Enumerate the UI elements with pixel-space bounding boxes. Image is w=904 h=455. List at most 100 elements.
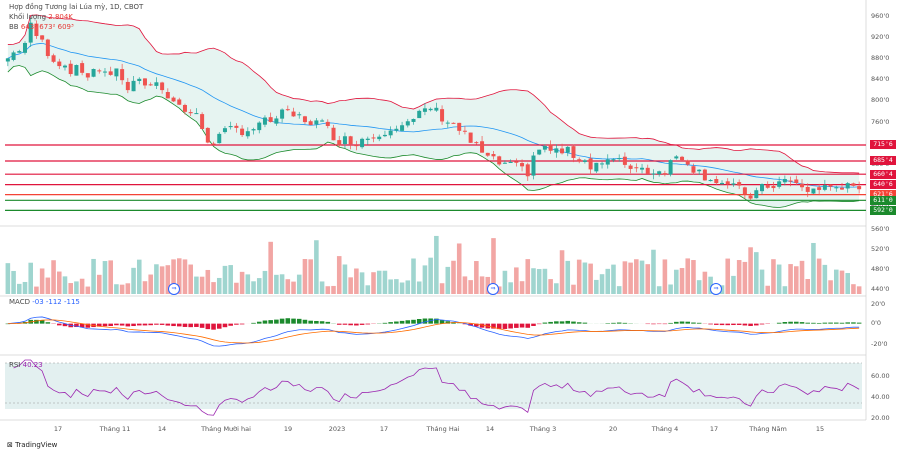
candle-body — [382, 134, 387, 137]
volume-bar — [62, 276, 68, 294]
volume-bar — [811, 242, 816, 294]
candle-body — [514, 161, 519, 163]
volume-bar — [496, 286, 502, 294]
macd-histogram-bar — [285, 318, 291, 324]
volume-bar — [845, 273, 851, 294]
candle-body — [502, 162, 507, 164]
volume-bar — [348, 277, 353, 294]
candle-body — [754, 190, 759, 199]
volume-bar — [211, 282, 216, 294]
candle-body — [725, 181, 730, 185]
candle-body — [851, 183, 856, 186]
macd-histogram-bar — [685, 321, 691, 324]
candle-body — [788, 180, 793, 182]
volume-bar — [136, 259, 142, 294]
volume-bar — [588, 263, 593, 294]
volume-bar — [182, 259, 188, 294]
candle-body — [691, 166, 696, 173]
candle-body — [817, 187, 822, 190]
volume-bar — [251, 281, 256, 294]
macd-histogram-bar — [799, 322, 805, 324]
candle-body — [337, 140, 342, 146]
macd-histogram-bar — [514, 323, 519, 328]
candle-body — [22, 42, 27, 53]
price-axis-label: 880'0 — [871, 54, 890, 63]
level-price-tag: 685'4 — [870, 156, 896, 166]
macd-histogram-bar — [222, 323, 228, 328]
macd-histogram-bar — [462, 323, 468, 325]
candle-body — [611, 159, 616, 161]
macd-histogram-bar — [525, 323, 531, 328]
candle-body — [314, 120, 319, 125]
macd-histogram-bar — [188, 323, 193, 328]
macd-histogram-bar — [554, 321, 559, 324]
candle-body — [205, 127, 210, 143]
candle-body — [771, 186, 776, 189]
volume-bar — [634, 259, 639, 294]
candle-body — [217, 133, 222, 144]
candle-body — [417, 110, 422, 119]
volume-bar — [445, 266, 451, 294]
candle-body — [777, 181, 782, 187]
event-marker-icon[interactable]: ⇒ — [487, 283, 499, 295]
macd-histogram-bar — [399, 320, 405, 324]
volume-bar — [782, 286, 788, 294]
macd-histogram-bar — [119, 323, 125, 326]
volume-bar — [302, 259, 308, 294]
macd-histogram-bar — [325, 321, 331, 324]
macd-histogram-bar — [394, 321, 399, 324]
volume-bar — [16, 283, 22, 294]
candle-body — [268, 117, 273, 122]
macd-histogram-bar — [74, 323, 79, 328]
candle-body — [222, 128, 227, 133]
candle-body — [428, 108, 433, 111]
volume-bar — [279, 274, 285, 294]
macd-histogram-bar — [748, 323, 753, 326]
macd-histogram-bar — [365, 323, 371, 325]
event-marker-icon[interactable]: ⇒ — [710, 283, 722, 295]
rsi-axis-label: 60.00 — [871, 372, 890, 380]
volume-bar — [559, 250, 565, 294]
candle-body — [680, 156, 685, 161]
time-axis-label: Tháng 4 — [651, 425, 679, 433]
candle-body — [537, 149, 542, 155]
event-marker-icon[interactable]: ⇒ — [168, 283, 180, 295]
candle-body — [708, 180, 713, 182]
candle-body — [462, 130, 467, 132]
candle-body — [365, 138, 370, 140]
volume-bar — [759, 269, 765, 294]
candle-body — [685, 160, 690, 165]
volume-bar — [285, 279, 291, 294]
volume-bar — [171, 259, 176, 294]
candle-body — [262, 117, 267, 125]
level-price-tag: 611'0 — [870, 195, 896, 205]
macd-histogram-bar — [428, 318, 433, 324]
volume-bar — [51, 260, 56, 294]
volume-bar — [554, 283, 559, 294]
candle-body — [617, 158, 622, 160]
rsi-line — [13, 359, 860, 416]
candle-body — [840, 187, 845, 190]
candle-body — [794, 179, 799, 184]
macd-histogram-bar — [816, 322, 822, 324]
volume-bar — [342, 264, 348, 294]
macd-histogram-bar — [256, 321, 262, 324]
volume-bar — [839, 270, 845, 294]
volume-bar — [411, 258, 416, 294]
candle-body — [800, 183, 805, 188]
time-axis-label: 17 — [709, 425, 719, 433]
macd-histogram-bar — [354, 323, 359, 326]
volume-bar — [565, 260, 571, 294]
macd-histogram-bar — [302, 319, 308, 324]
candle-body — [622, 156, 627, 165]
macd-histogram-bar — [165, 323, 171, 326]
time-axis-label: 19 — [283, 425, 293, 433]
candle-body — [440, 109, 445, 122]
candle-body — [354, 145, 359, 147]
candle-body — [182, 104, 187, 112]
macd-histogram-bar — [342, 323, 348, 325]
volume-bar — [365, 285, 371, 294]
macd-histogram-bar — [622, 322, 628, 324]
volume-bar — [462, 276, 468, 294]
